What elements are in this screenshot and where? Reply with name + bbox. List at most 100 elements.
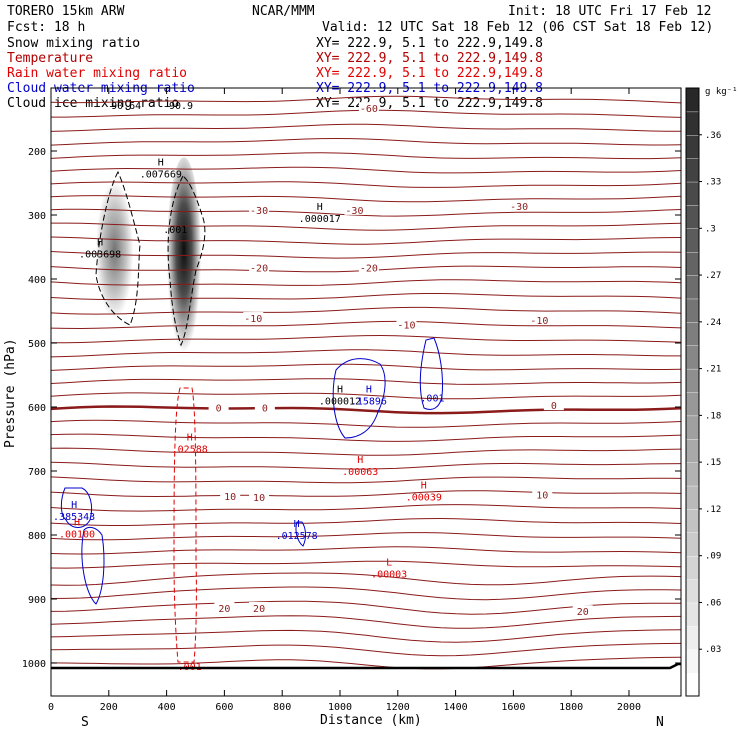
- colorbar-tick-label-5: .21: [705, 365, 721, 375]
- temp-label-bg-20-0: [214, 601, 235, 613]
- temp-label-bg-10-0: [220, 489, 241, 501]
- extremum-value-7: .00063: [342, 467, 378, 478]
- extremum-value-14: .001: [163, 225, 187, 236]
- x-tick-label-1200: 1200: [386, 702, 410, 713]
- temp-label-bg--10-2: [529, 313, 550, 325]
- temp-label-bg--20-0: [249, 261, 270, 273]
- legend-xy-0: XY= 222.9, 5.1 to 222.9,149.8: [316, 36, 543, 51]
- temp-label-bg-0-1: [254, 401, 275, 413]
- colorbar-cell-1: [685, 649, 700, 674]
- temperature-contour-line-6: [51, 181, 681, 188]
- colorbar-cell-2: [685, 625, 700, 650]
- x-tick-label-1400: 1400: [444, 702, 468, 713]
- temp-label-10-2: 10: [536, 491, 548, 502]
- temperature-contour-line-4: [51, 152, 681, 160]
- temperature-contour-line-16: [51, 320, 681, 330]
- colorbar-cell-9: [685, 461, 700, 487]
- temperature-contour-line-3: [51, 137, 681, 146]
- legend-label-1: Temperature: [7, 51, 93, 66]
- temperature-contour-line-14: [51, 293, 681, 301]
- cloud-water-contour-5: [295, 521, 306, 547]
- cloud-water-contour-2: [81, 526, 105, 605]
- temperature-contour-line-23: [51, 419, 681, 428]
- colorbar-cell-23: [685, 134, 700, 159]
- colorbar-cell-11: [685, 415, 700, 440]
- colorbar-cell-22: [685, 157, 700, 183]
- extremum-value-6: .02588: [172, 445, 208, 456]
- forecast-hour: Fcst: 18 h: [7, 20, 85, 35]
- colorbar-cell-15: [685, 321, 700, 346]
- legend: Snow mixing ratio XY= 222.9, 5.1 to 222.9…: [7, 36, 543, 111]
- x-tick-label-1000: 1000: [328, 702, 352, 713]
- legend-xy-1: XY= 222.9, 5.1 to 222.9,149.8: [316, 51, 543, 66]
- temp-label-bg-20-2: [572, 605, 593, 617]
- extremum-marker-3: H: [337, 385, 343, 396]
- extremum-marker-0: H: [158, 157, 164, 168]
- colorbar-frame: [685, 87, 700, 697]
- temperature-contour-line-7: [51, 195, 681, 203]
- x-tick-label-1600: 1600: [501, 702, 525, 713]
- temperature-contour-line-28: [51, 490, 681, 498]
- extremum-value-4: .15896: [351, 397, 387, 408]
- colorbar-cell-14: [685, 345, 700, 370]
- temperature-contour-line-9: [51, 222, 681, 231]
- legend-xy-2: XY= 222.9, 5.1 to 222.9,149.8: [316, 66, 543, 81]
- temp-label-20-1: 20: [253, 604, 265, 615]
- temperature-contour-line-40: [51, 656, 681, 670]
- colorbar-cell-12: [685, 391, 700, 417]
- extremum-marker-7: H: [357, 455, 363, 466]
- extremum-marker-9: H: [71, 500, 77, 511]
- temperature-contour-line-37: [51, 615, 681, 629]
- colorbar-cell-25: [685, 87, 700, 113]
- extremum-value-11: .012578: [276, 531, 318, 542]
- colorbar-cell-20: [685, 204, 700, 230]
- temp-label-bg--10-0: [243, 312, 264, 324]
- extremum-marker-1: H: [97, 237, 103, 248]
- temp-label-bg--30-0: [249, 203, 270, 215]
- extremum-marker-10: H: [74, 518, 80, 529]
- north-endpoint-label: N: [656, 715, 664, 730]
- temp-label-0-1: 0: [262, 404, 268, 415]
- colorbar-cell-21: [685, 181, 700, 206]
- y-tick-label-600: 600: [28, 403, 46, 414]
- colorbar-tick-label-2: .3: [705, 224, 716, 234]
- colorbar-tick-label-10: .06: [705, 598, 721, 608]
- rain-water-contour: [173, 387, 197, 663]
- model-title: TORERO 15km ARW: [7, 4, 125, 19]
- colorbar-cell-5: [685, 555, 700, 580]
- x-axis: 0 200 400 600 800 1000 1200 1400 1600 1800 2000: [48, 88, 641, 713]
- x-tick-label-0: 0: [48, 702, 54, 713]
- extremum-value-5: .001: [420, 393, 444, 404]
- colorbar-tick-label-6: .18: [705, 411, 721, 421]
- colorbar-cell-7: [685, 508, 700, 534]
- extremum-value-1: .003698: [79, 249, 121, 260]
- cloud-ice-contours: [95, 170, 206, 347]
- colorbar-cell-6: [685, 532, 700, 557]
- temp-label-bg-10-1: [249, 491, 270, 503]
- temp-label--10-1: -10: [397, 320, 415, 331]
- x-tick-label-2000: 2000: [617, 702, 641, 713]
- temp-label--30-1: -30: [345, 206, 363, 217]
- temperature-contour-line-10: [51, 236, 681, 245]
- temp-label-bg-0-0: [208, 401, 229, 413]
- cloud-water-contour-4: [419, 337, 443, 410]
- temperature-contour-line-2: [51, 123, 681, 132]
- x-tick-label-1800: 1800: [559, 702, 583, 713]
- extremum-value-15: 90.64: [111, 101, 141, 112]
- extrema-labels: H.007669H.003698H.000017H.000012H.15896.…: [53, 101, 444, 673]
- colorbar-cell-19: [685, 228, 700, 253]
- extremum-marker-12: L: [386, 557, 392, 568]
- temp-label--30-0: -30: [250, 206, 268, 217]
- temp-label-0-0: 0: [216, 404, 222, 415]
- colorbar-tick-label-9: .09: [705, 552, 721, 562]
- colorbar-tick-label-11: .03: [705, 645, 721, 655]
- legend-label-2: Rain water mixing ratio: [7, 66, 187, 81]
- colorbar-cell-17: [685, 274, 700, 300]
- extremum-value-12: .00003: [371, 569, 407, 580]
- temperature-contour-line-5: [51, 166, 681, 174]
- temp-label-20-0: 20: [218, 604, 230, 615]
- x-tick-label-800: 800: [273, 702, 291, 713]
- y-tick-label-200: 200: [28, 147, 46, 158]
- temperature-contour-line-21: [51, 392, 681, 400]
